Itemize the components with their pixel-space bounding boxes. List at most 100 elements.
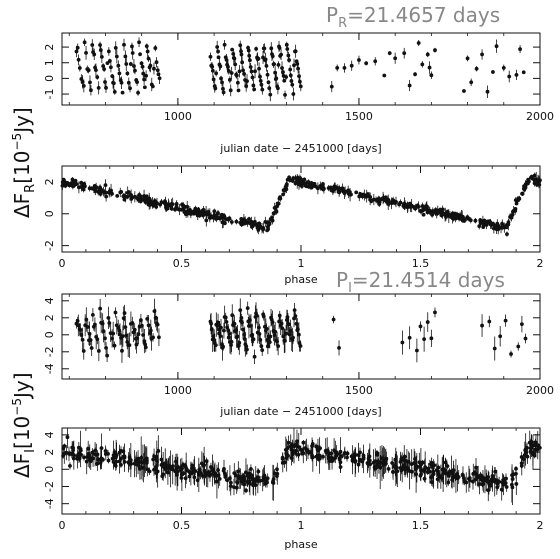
panel-r-phase: 0 0.5 1 1.5 2-202 phase (43, 165, 544, 286)
data-point (390, 461, 395, 465)
data-point (377, 197, 382, 202)
data-point (297, 79, 302, 84)
y-tick-label: 4 (43, 297, 56, 304)
data-point (144, 73, 149, 78)
data-point (234, 328, 238, 333)
data-point (315, 186, 320, 191)
data-point (107, 58, 112, 63)
y-tick-label: 2 (43, 44, 56, 51)
data-point (292, 308, 297, 313)
data-point (260, 87, 265, 92)
data-point (399, 457, 404, 462)
data-point (295, 61, 300, 66)
ylabel-r-exp: −5 (10, 133, 24, 151)
data-point (536, 178, 540, 183)
data-point (523, 336, 528, 341)
ylabel-i-unit: Jy] (10, 372, 34, 400)
data-point (151, 335, 155, 340)
data-point (494, 44, 499, 49)
data-point (423, 466, 428, 471)
data-point (90, 186, 95, 191)
data-point (81, 187, 86, 192)
data-point (265, 228, 270, 233)
data-point (264, 326, 269, 331)
data-point (155, 322, 160, 327)
data-point (283, 92, 287, 97)
data-point (407, 83, 412, 88)
data-point (533, 447, 538, 452)
data-point (156, 449, 161, 453)
data-point (230, 313, 235, 318)
data-point (169, 206, 174, 211)
data-point (525, 454, 530, 459)
data-point (437, 474, 442, 479)
data-point (103, 336, 107, 341)
panel-r-phase-points (60, 171, 542, 237)
data-point (533, 440, 538, 445)
data-point (292, 63, 296, 68)
data-point (520, 192, 525, 196)
data-point (455, 472, 459, 477)
data-point (215, 211, 220, 216)
data-point (430, 212, 435, 217)
data-point (264, 64, 269, 68)
data-point (298, 344, 303, 348)
data-point (532, 173, 537, 178)
data-point (440, 212, 445, 217)
data-point (114, 54, 119, 59)
data-point (357, 58, 361, 62)
data-point (393, 457, 398, 462)
data-point (239, 479, 244, 484)
data-point (371, 460, 376, 465)
data-point (371, 197, 376, 202)
data-point (247, 58, 252, 63)
data-point (165, 463, 169, 468)
data-point (174, 201, 179, 206)
y-tick-label: 0 (43, 466, 56, 473)
data-point (111, 81, 116, 86)
data-point (478, 220, 483, 225)
data-point (296, 445, 301, 449)
data-point (153, 46, 158, 50)
data-point (449, 469, 454, 474)
data-point (65, 435, 70, 440)
data-point (393, 464, 398, 469)
data-point (76, 323, 81, 328)
data-point (82, 455, 86, 460)
data-point (237, 340, 242, 345)
data-point (249, 69, 254, 74)
data-point (460, 214, 465, 219)
data-point (469, 80, 474, 85)
data-point (298, 84, 303, 89)
data-point (284, 331, 288, 336)
data-point (269, 217, 273, 222)
data-point (226, 216, 231, 221)
data-point (181, 204, 186, 209)
data-point (157, 335, 161, 340)
data-point (179, 472, 184, 477)
data-point (239, 221, 244, 226)
data-point (160, 474, 165, 479)
period-r-value: =21.4657 days (347, 3, 500, 27)
data-point (293, 314, 298, 318)
data-point (165, 206, 170, 211)
data-point (285, 47, 290, 51)
y-tick-label: -4 (43, 498, 56, 509)
data-point (291, 335, 295, 340)
data-point (210, 468, 215, 473)
data-point (92, 183, 97, 188)
data-point (71, 456, 76, 461)
data-point (146, 56, 151, 61)
data-point (99, 456, 104, 461)
data-point (152, 454, 157, 459)
data-point (489, 477, 494, 482)
data-point (510, 485, 515, 490)
data-point (416, 204, 421, 209)
data-point (300, 184, 304, 188)
data-point (514, 482, 519, 486)
data-point (119, 462, 123, 467)
data-point (120, 90, 125, 95)
data-point (407, 335, 412, 340)
data-point (487, 319, 492, 324)
data-point (148, 328, 153, 333)
